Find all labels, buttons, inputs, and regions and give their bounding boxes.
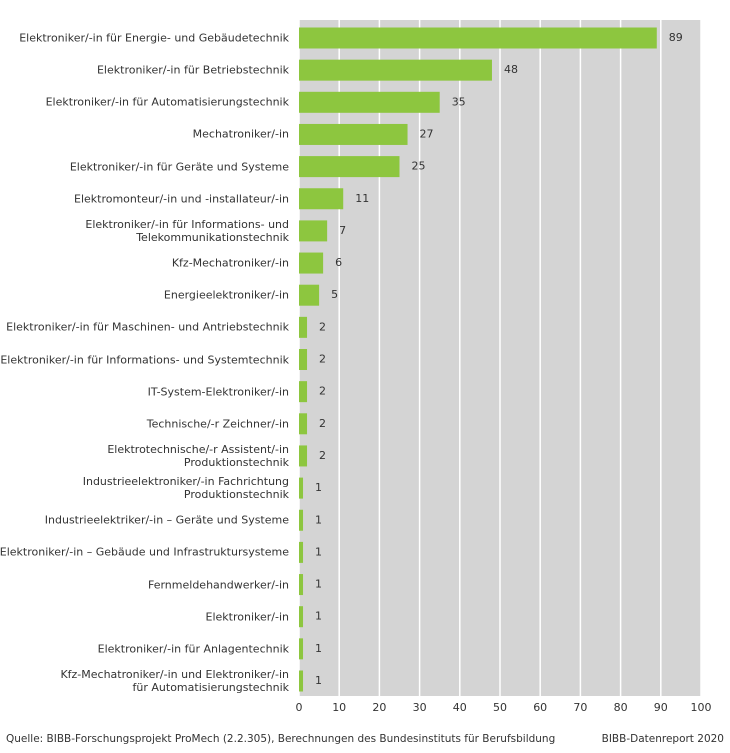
bar [299,477,304,499]
y-tick-label: Technische/-r Zeichner/-in [146,417,289,431]
x-tick-label: 80 [614,701,628,714]
y-tick-label: Elektroniker/-in für Anlagentechnik [97,642,289,656]
y-tick-label: Elektroniker/-in für Automatisierungstec… [45,95,289,109]
bar [299,349,308,370]
bar [299,123,408,145]
bar [299,574,304,596]
bar [299,284,320,306]
bar [299,59,492,81]
y-tick-label: Elektroniker/-in für Maschinen- und Antr… [6,320,289,334]
value-label: 2 [319,385,326,398]
y-tick-label: Elektroniker/-in für Informations- und T… [85,217,289,244]
source: Quelle: BIBB-Forschungsprojekt ProMech (… [6,733,556,745]
value-label: 1 [315,481,322,494]
value-label: 25 [412,160,426,173]
value-label: 7 [339,224,346,237]
value-label: 5 [331,288,338,301]
value-label: 89 [669,31,683,44]
y-tick-label: Elektromonteur/-in und -installateur/-in [74,192,289,206]
value-label: 1 [315,545,322,558]
bar [299,638,304,660]
bar [299,445,308,467]
value-label: 11 [355,192,369,205]
y-tick-label: Industrieelektriker/-in – Geräte und Sys… [44,513,289,527]
y-tick-label: Elektroniker/-in für Informations- und S… [0,353,289,366]
x-tick-label: 100 [691,701,712,714]
value-label: 35 [452,95,466,108]
y-tick-label: Mechatroniker/-in [192,127,289,141]
value-label: 6 [335,256,342,269]
value-label: 2 [319,320,326,333]
y-tick-label: Energieelektroniker/-in [163,288,289,302]
bar [299,316,308,338]
bar [299,670,304,692]
value-label: 1 [315,610,322,623]
y-tick-label: Elektroniker/-in für Betriebstechnik [96,63,289,77]
x-tick-label: 20 [372,701,386,714]
y-tick-label: Elektroniker/-in für Energie- und Gebäud… [19,31,289,45]
y-tick-label: Industrieelektroniker/-in Fachrichtung P… [82,475,289,502]
value-label: 48 [504,63,518,76]
x-tick-label: 10 [332,701,346,714]
value-label: 2 [319,449,326,462]
x-tick-label: 90 [654,701,668,714]
credit: BIBB-Datenreport 2020 [601,733,724,745]
bar [299,381,308,403]
value-label: 27 [420,127,434,140]
value-label: 1 [315,642,322,655]
y-tick-label: IT-System-Elektroniker/-in [147,385,289,399]
bar [299,606,304,628]
x-tick-label: 70 [573,701,587,714]
bar [299,509,304,531]
x-tick-label: 50 [493,701,507,714]
bar [299,188,344,210]
bar [299,27,657,49]
value-label: 2 [319,353,326,366]
y-tick-label: Elektrotechnische/-r Assistent/-in Produ… [107,442,289,469]
y-tick-label: Elektroniker/-in für Geräte und Systeme [69,160,289,174]
value-label: 1 [315,578,322,591]
y-tick-label: Kfz-Mechatroniker/-in und Elektroniker/-… [60,668,289,694]
x-tick-label: 30 [413,701,427,714]
x-tick-label: 40 [453,701,467,714]
x-tick-label: 60 [533,701,547,714]
bar [299,252,324,274]
x-tick-label: 0 [296,701,303,714]
value-label: 1 [315,513,322,526]
bar [299,413,308,435]
bar [299,91,440,113]
bar [299,541,304,563]
bar [299,156,400,178]
bar [299,220,328,242]
y-tick-label: Elektroniker/-in [205,610,289,624]
y-tick-label: Elektroniker/-in – Gebäude und Infrastru… [0,545,289,559]
y-tick-label: Fernmeldehandwerker/-in [147,578,289,592]
y-tick-label: Kfz-Mechatroniker/-in [171,256,289,270]
value-label: 1 [315,674,322,687]
value-label: 2 [319,417,326,430]
